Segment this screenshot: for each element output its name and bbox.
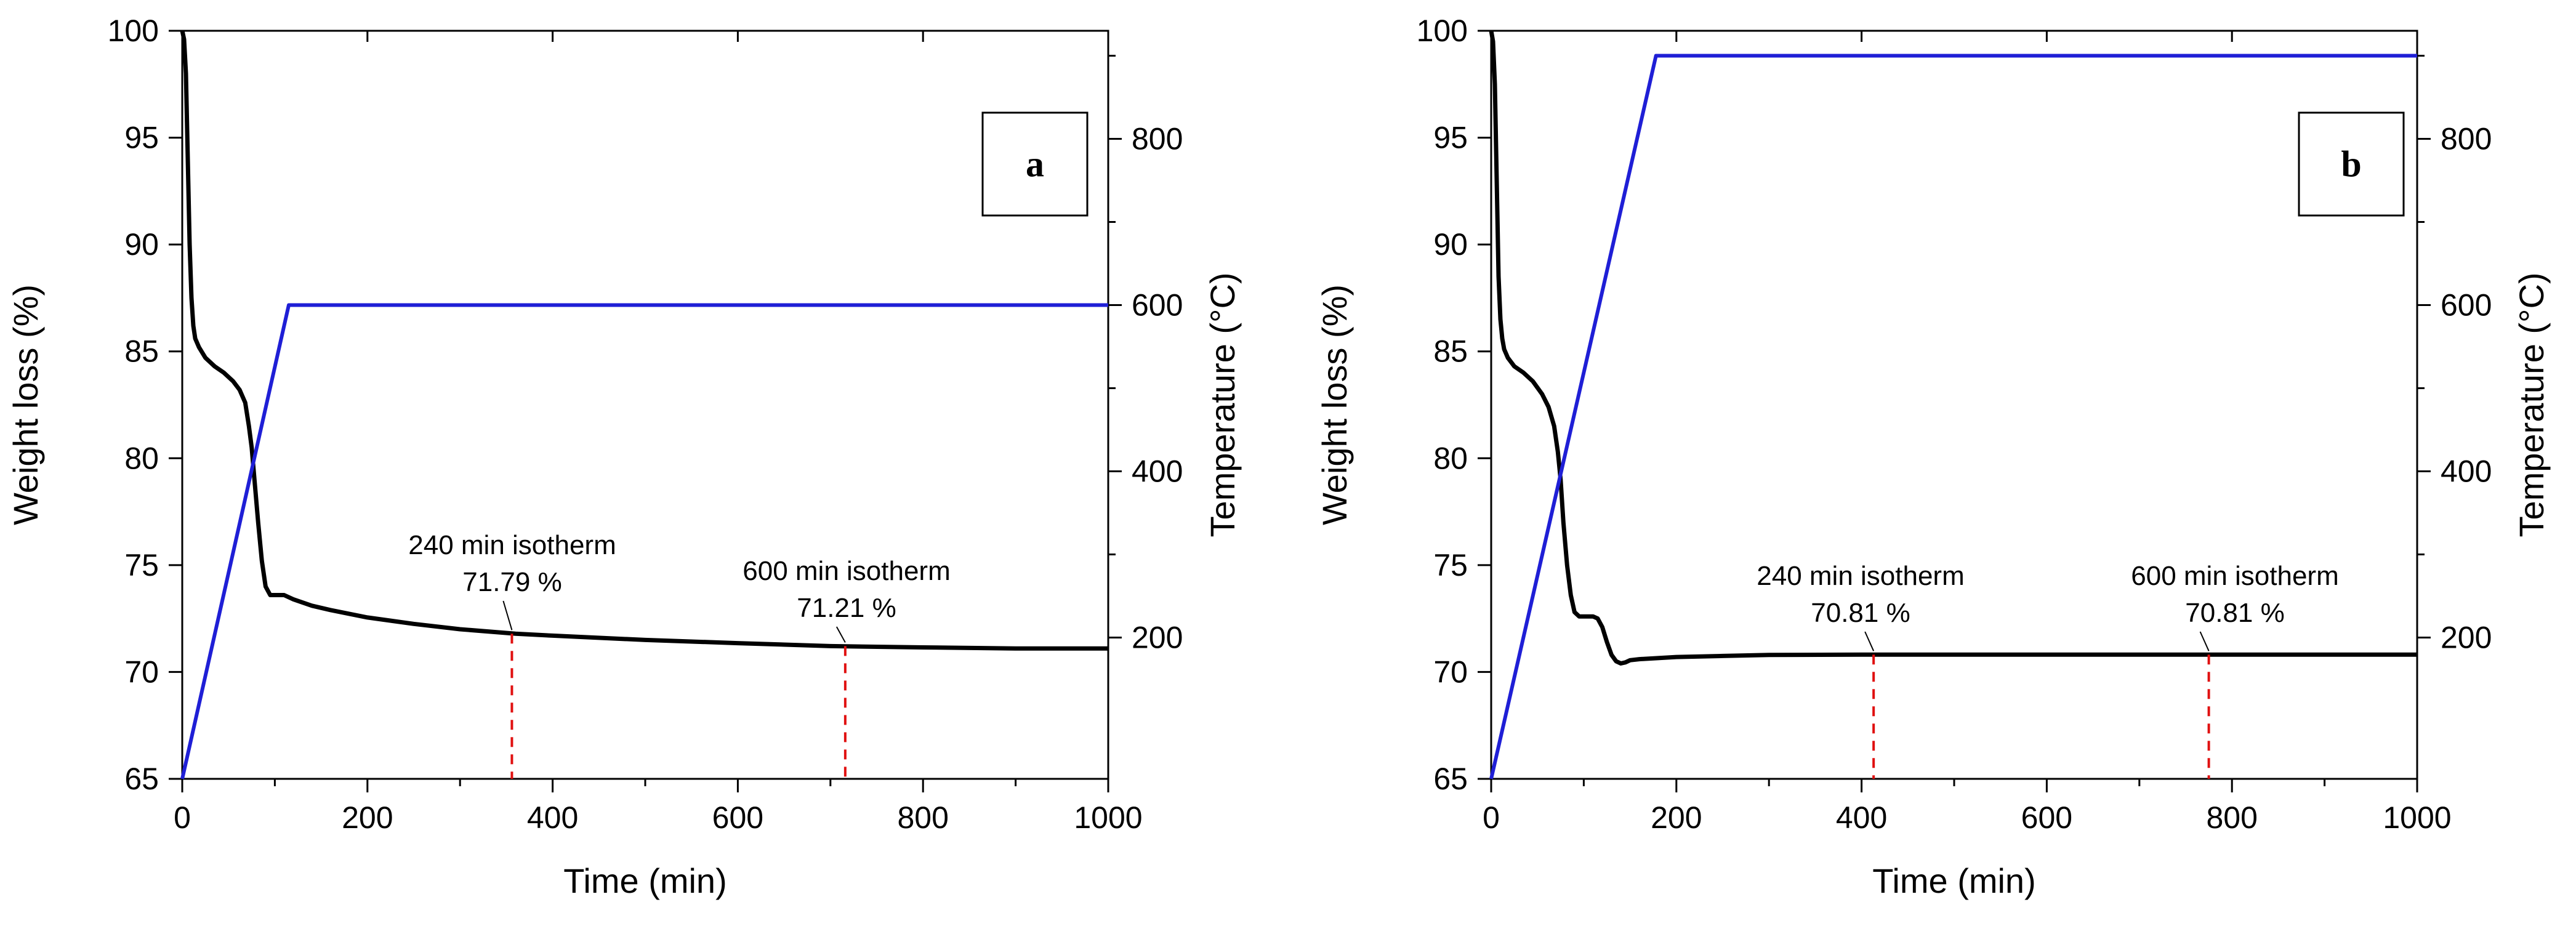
panel-a-y-tick-label: 75 bbox=[124, 548, 159, 582]
panel-b-y-tick-label: 80 bbox=[1433, 441, 1468, 475]
panel-b-isotherm-annotation-value: 70.81 % bbox=[1811, 598, 1910, 628]
panel-b-plot-frame bbox=[1490, 30, 2418, 780]
panel-b-annotation-leader bbox=[1864, 631, 1875, 651]
panel-a-annotation-leader bbox=[835, 626, 846, 643]
panel-a-x-axis-title: Time (min) bbox=[563, 861, 727, 900]
panel-a-x-tick-label: 1000 bbox=[1074, 800, 1142, 835]
panel-a-y2-tick-label: 400 bbox=[1132, 454, 1183, 489]
panel-a-isotherm-annotation-value: 71.79 % bbox=[462, 567, 561, 597]
panel-a-y-axis-title: Weight loss (%) bbox=[6, 284, 45, 525]
panel-a-y2-tick-label: 200 bbox=[1132, 621, 1183, 655]
panel-b-y-tick-label: 65 bbox=[1433, 762, 1468, 796]
panel-a-x-tick-label: 800 bbox=[897, 800, 948, 835]
panel-b-letter-box bbox=[2298, 111, 2405, 217]
panel-a-y-tick-label: 95 bbox=[124, 121, 159, 155]
panel-b-y-tick-label: 100 bbox=[1417, 14, 1468, 48]
panel-b-letter: b bbox=[2341, 144, 2361, 185]
panel-a-annotation-leader bbox=[502, 600, 513, 630]
panel-a-y-tick-label: 90 bbox=[124, 227, 159, 262]
panel-a-y-tick-label: 100 bbox=[108, 14, 159, 48]
panel-b-y-tick-label: 75 bbox=[1433, 548, 1468, 582]
panel-b-y-axis-title: Weight loss (%) bbox=[1315, 284, 1354, 525]
panel-b-weight-loss-line bbox=[1489, 30, 2417, 666]
panel-b-y-tick-label: 95 bbox=[1433, 121, 1468, 155]
panel-a-x-tick-label: 400 bbox=[527, 800, 578, 835]
panel-a-x-tick-label: 0 bbox=[174, 800, 191, 835]
panel-b-y-tick-label: 85 bbox=[1433, 334, 1468, 369]
panel-b-x-tick-label: 0 bbox=[1483, 800, 1500, 835]
panel-b-x-axis-title: Time (min) bbox=[1872, 861, 2035, 900]
panel-b-x-tick-label: 1000 bbox=[2383, 800, 2451, 835]
panel-b-isotherm-annotation-value: 70.81 % bbox=[2185, 598, 2284, 628]
panel-a-y2-axis-title: Temperature (°C) bbox=[1203, 272, 1242, 537]
panel-a-y2-tick-label: 800 bbox=[1132, 122, 1183, 156]
panel-b-y2-tick-label: 600 bbox=[2441, 288, 2492, 323]
panel-a-x-tick-label: 200 bbox=[342, 800, 393, 835]
panel-b-x-tick-label: 800 bbox=[2206, 800, 2257, 835]
panel-b-temperature-line bbox=[1489, 54, 2417, 779]
panel-a-letter: a bbox=[1026, 144, 1044, 185]
panel-b-annotation-leader bbox=[2199, 631, 2210, 651]
panel-a-plot-frame bbox=[181, 30, 1109, 780]
panel-b-y2-axis-title: Temperature (°C) bbox=[2512, 272, 2551, 537]
panel-b-x-tick-label: 400 bbox=[1836, 800, 1887, 835]
panel-a-letter-box bbox=[981, 111, 1089, 217]
panel-b-x-tick-label: 200 bbox=[1651, 800, 1702, 835]
panel-a-y-tick-label: 85 bbox=[124, 334, 159, 369]
panel-a-isotherm-annotation-title: 240 min isotherm bbox=[408, 530, 616, 560]
panel-b-y2-tick-label: 400 bbox=[2441, 454, 2492, 489]
panel-a-weight-loss-line bbox=[180, 30, 1108, 651]
panel-b-y-tick-label: 90 bbox=[1433, 227, 1468, 262]
panel-a-y-tick-label: 70 bbox=[124, 654, 159, 689]
panel-b-y2-tick-label: 200 bbox=[2441, 621, 2492, 655]
panel-b-isotherm-annotation-title: 600 min isotherm bbox=[2131, 561, 2338, 591]
panel-a-isotherm-annotation-title: 600 min isotherm bbox=[743, 556, 950, 586]
panel-a-x-tick-label: 600 bbox=[712, 800, 763, 835]
panel-b-x-tick-label: 600 bbox=[2021, 800, 2072, 835]
panel-b-isotherm-annotation-title: 240 min isotherm bbox=[1757, 561, 1964, 591]
panel-a-y-tick-label: 80 bbox=[124, 441, 159, 475]
panel-a-y2-tick-label: 600 bbox=[1132, 288, 1183, 323]
panel-b-y2-tick-label: 800 bbox=[2441, 122, 2492, 156]
panel-a-y-tick-label: 65 bbox=[124, 762, 159, 796]
panel-b-y-tick-label: 70 bbox=[1433, 654, 1468, 689]
panel-a-isotherm-annotation-value: 71.21 % bbox=[797, 593, 896, 623]
panel-a-temperature-line bbox=[180, 303, 1108, 779]
